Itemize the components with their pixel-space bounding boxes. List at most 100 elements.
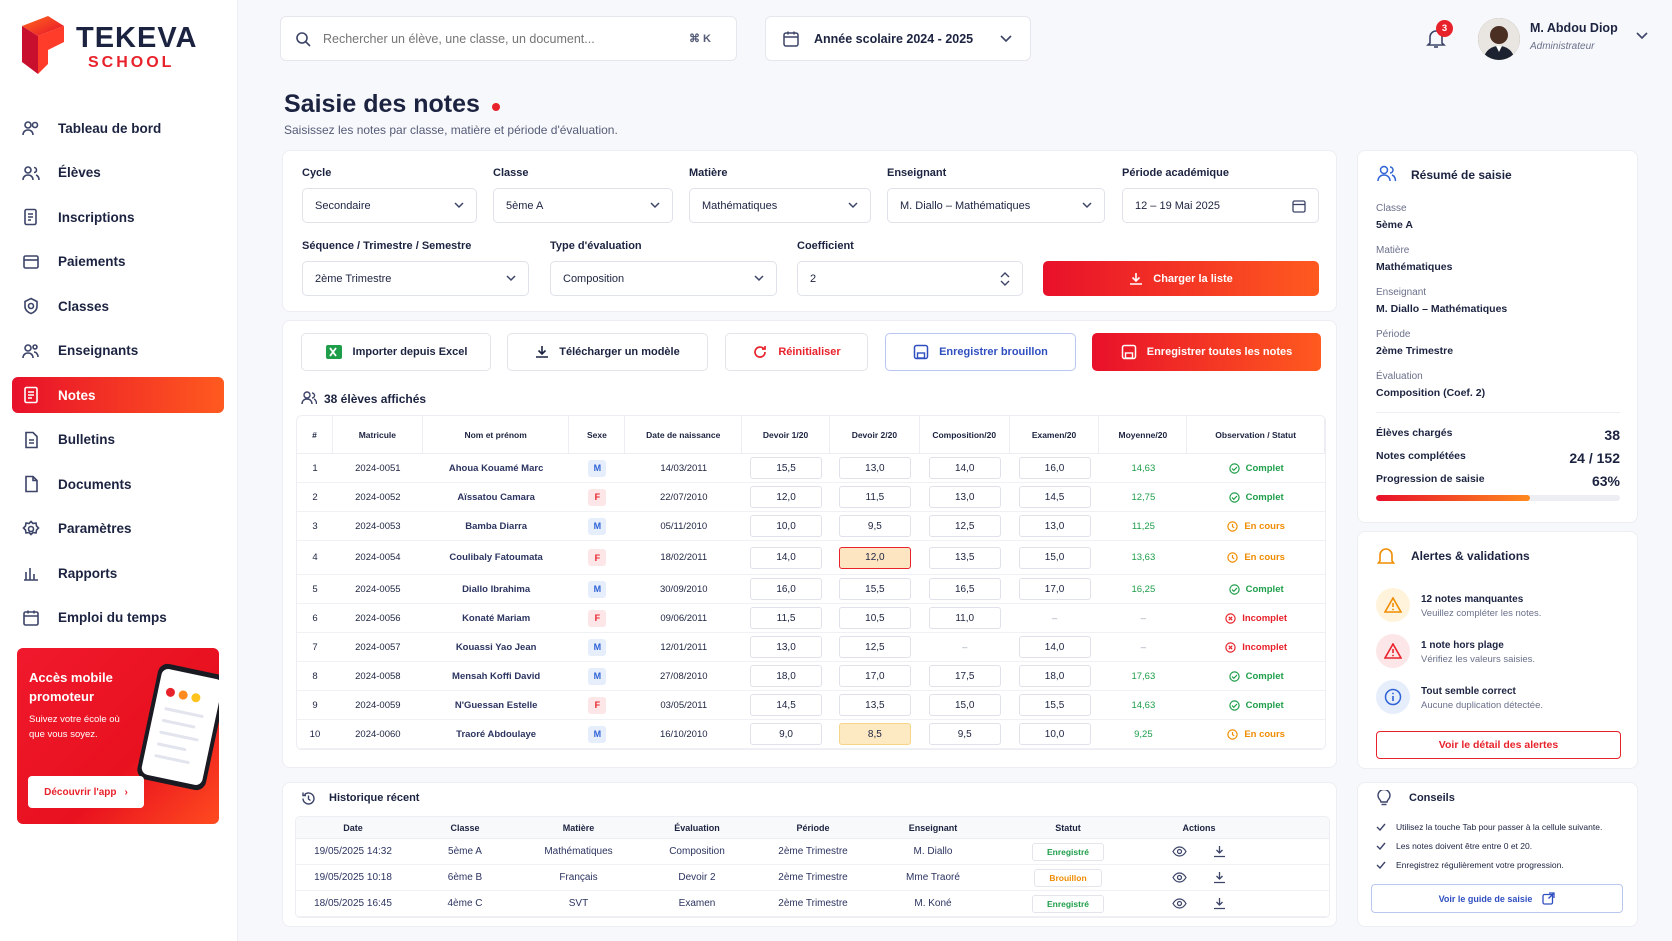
student-name[interactable]: Ahoua Kouamé Marc [448, 462, 544, 474]
reset-button[interactable]: Réinitialiser [725, 333, 868, 371]
composition-input[interactable]: 13,0 [928, 486, 1001, 508]
examen-empty[interactable]: – [1051, 612, 1058, 624]
download-template-button[interactable]: Télécharger un modèle [507, 333, 708, 371]
brand-logo[interactable]: TEKEVA SCHOOL [18, 14, 218, 78]
eye-icon[interactable] [1172, 846, 1187, 857]
devoir1-input[interactable]: 12,0 [750, 486, 823, 508]
sidebar-item-payments[interactable]: Paiements [12, 244, 224, 280]
periode-picker[interactable]: 12 – 19 Mai 2025 [1122, 188, 1319, 223]
sidebar-item-documents[interactable]: Documents [12, 466, 224, 502]
devoir2-input[interactable]: 11,5 [838, 486, 911, 508]
guide-button[interactable]: Voir le guide de saisie [1371, 884, 1623, 913]
composition-input[interactable]: 14,0 [928, 457, 1001, 479]
sidebar-item-dashboard[interactable]: Tableau de bord [12, 110, 224, 146]
save-all-button[interactable]: Enregistrer toutes les notes [1092, 333, 1321, 371]
sidebar-item-students[interactable]: Élèves [12, 155, 224, 191]
devoir2-input[interactable]: 12,5 [838, 636, 911, 658]
devoir1-input[interactable]: 13,0 [750, 636, 823, 658]
school-year-select[interactable]: Année scolaire 2024 - 2025 [765, 16, 1031, 61]
sidebar-item-notes[interactable]: Notes [12, 377, 224, 413]
alert-missing[interactable]: 12 notes manquantes Veuillez compléter l… [1376, 588, 1626, 630]
composition-input[interactable]: 16,5 [928, 578, 1001, 600]
student-name[interactable]: Konaté Mariam [462, 612, 531, 624]
devoir2-input[interactable]: 15,5 [838, 578, 911, 600]
devoir1-input[interactable]: 18,0 [750, 665, 823, 687]
student-name[interactable]: Mensah Koffi David [452, 670, 541, 682]
examen-input[interactable]: 15,5 [1018, 694, 1091, 716]
student-name[interactable]: Diallo Ibrahima [462, 583, 531, 595]
sidebar-item-bulletins[interactable]: Bulletins [12, 422, 224, 458]
devoir2-input[interactable]: 13,5 [838, 694, 911, 716]
sequence-select[interactable]: 2ème Trimestre [302, 261, 529, 296]
student-name[interactable]: Bamba Diarra [465, 520, 528, 532]
import-excel-button[interactable]: Importer depuis Excel [301, 333, 491, 371]
eye-icon[interactable] [1172, 898, 1187, 909]
enseignant-select[interactable]: M. Diallo – Mathématiques [887, 188, 1105, 223]
devoir1-input[interactable]: 10,0 [750, 515, 823, 537]
examen-input[interactable]: 14,5 [1018, 486, 1091, 508]
search-input[interactable] [323, 31, 683, 46]
sidebar-item-reports[interactable]: Rapports [12, 555, 224, 591]
composition-input[interactable]: 12,5 [928, 515, 1001, 537]
eye-icon[interactable] [1172, 872, 1187, 883]
composition-input[interactable]: 9,5 [928, 723, 1001, 745]
download-icon[interactable] [1213, 871, 1226, 884]
examen-input[interactable]: 18,0 [1018, 665, 1091, 687]
classe-select[interactable]: 5ème A [493, 188, 673, 223]
chevron-down-icon [1082, 202, 1092, 209]
devoir2-input[interactable]: 13,0 [838, 457, 911, 479]
matiere-select[interactable]: Mathématiques [689, 188, 871, 223]
avatar[interactable] [1478, 18, 1520, 60]
devoir2-input[interactable]: 8,5 [838, 723, 911, 745]
composition-empty[interactable]: – [962, 641, 968, 653]
global-search[interactable]: ⌘ K [280, 16, 737, 61]
devoir1-cell: 14,5 [742, 691, 830, 719]
examen-input[interactable]: 13,0 [1018, 515, 1091, 537]
sidebar-item-classes[interactable]: Classes [12, 288, 224, 324]
sidebar-item-teachers[interactable]: Enseignants [12, 333, 224, 369]
examen-input[interactable]: 10,0 [1018, 723, 1091, 745]
devoir1-input[interactable]: 14,5 [750, 694, 823, 716]
save-draft-button[interactable]: Enregistrer brouillon [885, 333, 1076, 371]
student-name[interactable]: Traoré Abdoulaye [456, 728, 537, 740]
composition-input[interactable]: 17,5 [928, 665, 1001, 687]
cycle-select[interactable]: Secondaire [302, 188, 477, 223]
history-actions [1139, 839, 1259, 864]
devoir1-input[interactable]: 15,5 [750, 457, 823, 479]
sidebar-item-settings[interactable]: Paramètres [12, 511, 224, 547]
examen-input[interactable]: 15,0 [1018, 546, 1091, 569]
student-name[interactable]: Coulibaly Fatoumata [449, 552, 543, 563]
sidebar-item-enrollment[interactable]: Inscriptions [12, 199, 224, 235]
examen-input[interactable]: 17,0 [1018, 578, 1091, 600]
birth-date: 18/02/2011 [660, 552, 708, 563]
chevron-down-icon [754, 275, 764, 282]
devoir2-input[interactable]: 17,0 [838, 665, 911, 687]
user-menu-chevron-icon[interactable] [1636, 32, 1648, 40]
composition-input[interactable]: 15,0 [928, 694, 1001, 716]
download-icon[interactable] [1213, 897, 1226, 910]
composition-input[interactable]: 13,5 [928, 546, 1001, 569]
stepper-arrows-icon[interactable] [1000, 271, 1010, 287]
composition-input[interactable]: 11,0 [928, 607, 1001, 629]
devoir1-input[interactable]: 16,0 [750, 578, 823, 600]
sidebar-item-calendar[interactable]: Emploi du temps [12, 600, 224, 636]
examen-input[interactable]: 14,0 [1018, 636, 1091, 658]
download-icon[interactable] [1213, 845, 1226, 858]
alert-out-of-range[interactable]: 1 note hors plage Vérifiez les valeurs s… [1376, 634, 1626, 676]
devoir1-input[interactable]: 9,0 [750, 723, 823, 745]
examen-input[interactable]: 16,0 [1018, 457, 1091, 479]
coefficient-stepper[interactable]: 2 [797, 261, 1023, 296]
devoir2-input[interactable]: 9,5 [838, 515, 911, 537]
student-name[interactable]: N'Guessan Estelle [454, 699, 538, 711]
type-eval-select[interactable]: Composition [550, 261, 777, 296]
devoir1-input[interactable]: 11,5 [750, 607, 823, 629]
load-list-button[interactable]: Charger la liste [1043, 261, 1319, 296]
devoir2-input[interactable]: 12,0 [838, 546, 911, 569]
devoir1-input[interactable]: 14,0 [750, 546, 823, 569]
student-name[interactable]: Aïssatou Camara [457, 491, 535, 503]
devoir2-input[interactable]: 10,5 [838, 607, 911, 629]
alerts-detail-button[interactable]: Voir le détail des alertes [1376, 731, 1621, 759]
discover-app-button[interactable]: Découvrir l'app › [28, 776, 144, 808]
alert-ok[interactable]: Tout semble correct Aucune duplication d… [1376, 680, 1626, 722]
student-name[interactable]: Kouassi Yao Jean [455, 641, 537, 653]
